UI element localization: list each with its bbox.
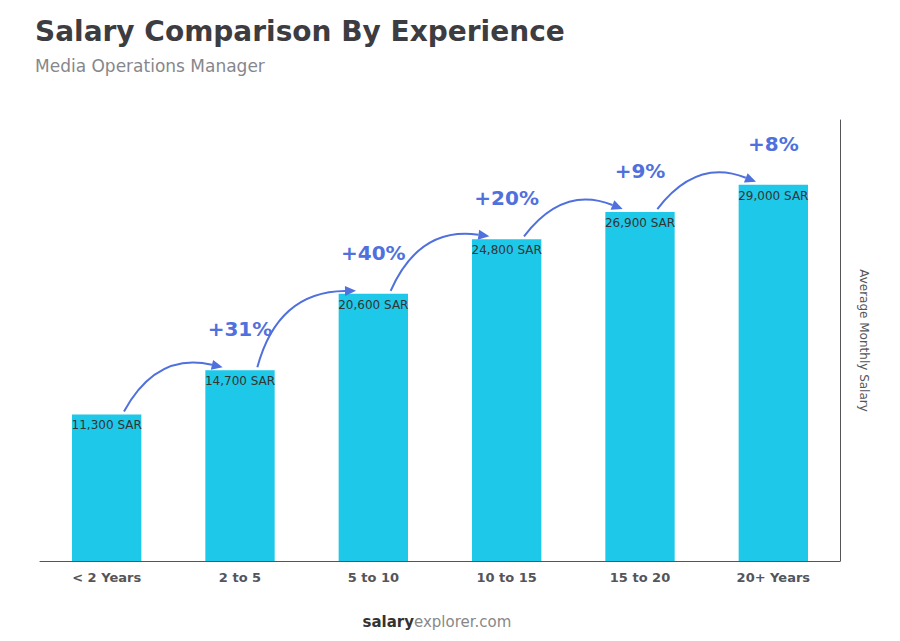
svg-text:Salary Comparison By Experienc: Salary Comparison By Experience bbox=[35, 15, 565, 48]
svg-text:< 2 Years: < 2 Years bbox=[72, 570, 141, 585]
svg-text:15 to 20: 15 to 20 bbox=[610, 570, 670, 585]
svg-text:20,600 SAR: 20,600 SAR bbox=[338, 298, 408, 312]
svg-text:20+ Years: 20+ Years bbox=[737, 570, 811, 585]
svg-text:salary: salary bbox=[363, 613, 415, 631]
svg-text:2 to 5: 2 to 5 bbox=[219, 570, 261, 585]
svg-text:explorer.com: explorer.com bbox=[414, 613, 511, 631]
svg-text:+31%: +31% bbox=[208, 317, 273, 341]
svg-text:5 to 10: 5 to 10 bbox=[348, 570, 399, 585]
svg-text:+40%: +40% bbox=[341, 241, 406, 265]
svg-text:10 to 15: 10 to 15 bbox=[476, 570, 536, 585]
svg-text:26,900 SAR: 26,900 SAR bbox=[605, 216, 675, 230]
svg-text:Average Monthly Salary: Average Monthly Salary bbox=[857, 269, 871, 412]
svg-text:+9%: +9% bbox=[615, 159, 666, 183]
svg-text:+20%: +20% bbox=[474, 186, 539, 210]
svg-text:29,000 SAR: 29,000 SAR bbox=[738, 189, 808, 203]
svg-text:24,800 SAR: 24,800 SAR bbox=[472, 243, 542, 257]
svg-text:+8%: +8% bbox=[748, 132, 799, 156]
svg-text:14,700 SAR: 14,700 SAR bbox=[205, 374, 275, 388]
svg-text:Media Operations Manager: Media Operations Manager bbox=[35, 56, 265, 76]
svg-text:11,300 SAR: 11,300 SAR bbox=[72, 418, 142, 432]
